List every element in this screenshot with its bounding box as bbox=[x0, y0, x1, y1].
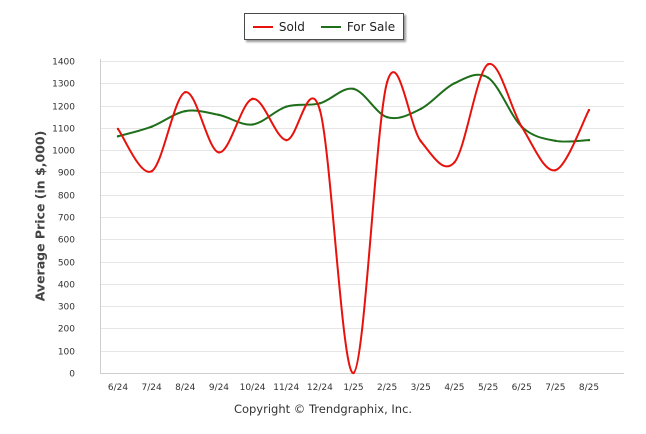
y-tick-label: 100 bbox=[58, 348, 75, 358]
y-tick-label: 400 bbox=[58, 281, 75, 291]
data-point-for-sale[interactable] bbox=[251, 123, 254, 126]
data-point-for-sale[interactable] bbox=[217, 113, 221, 117]
data-point-for-sale[interactable] bbox=[150, 125, 153, 128]
x-tick-label: 5/25 bbox=[478, 383, 498, 393]
data-point-sold[interactable] bbox=[217, 151, 221, 154]
data-point-sold[interactable] bbox=[285, 138, 288, 142]
data-point-sold[interactable] bbox=[251, 97, 254, 101]
data-point-for-sale[interactable] bbox=[419, 107, 422, 111]
gridlines bbox=[100, 61, 624, 374]
legend-item-sold[interactable]: Sold bbox=[252, 19, 305, 34]
y-tick-label: 800 bbox=[58, 192, 75, 202]
data-point-for-sale[interactable] bbox=[453, 82, 456, 85]
y-tick-label: 600 bbox=[58, 236, 75, 246]
x-tick-label: 6/25 bbox=[512, 383, 532, 393]
x-tick-label: 4/25 bbox=[444, 383, 464, 393]
x-tick-label: 6/24 bbox=[108, 383, 128, 393]
y-axis-label: Average Price (in $,000) bbox=[32, 130, 48, 302]
copyright-footer: Copyright © Trendgraphix, Inc. bbox=[233, 402, 413, 416]
data-point-sold[interactable] bbox=[184, 91, 187, 94]
data-point-sold[interactable] bbox=[150, 170, 153, 173]
y-tick-label: 1100 bbox=[52, 125, 75, 135]
y-tick-label: 1000 bbox=[52, 147, 75, 157]
x-tick-label: 10/24 bbox=[240, 383, 266, 393]
legend-swatch-sold bbox=[252, 25, 273, 28]
y-tick-label: 900 bbox=[58, 169, 75, 179]
axes bbox=[100, 59, 624, 374]
y-tick-label: 1200 bbox=[52, 103, 75, 113]
x-tick-label: 9/24 bbox=[209, 383, 229, 393]
data-point-sold[interactable] bbox=[318, 108, 322, 112]
data-point-for-sale[interactable] bbox=[352, 87, 355, 91]
y-tick-label: 700 bbox=[58, 214, 75, 224]
data-point-for-sale[interactable] bbox=[285, 105, 288, 108]
data-point-sold[interactable] bbox=[453, 161, 456, 164]
data-point-for-sale[interactable] bbox=[385, 115, 389, 119]
x-tick-label: 3/25 bbox=[411, 383, 431, 393]
legend: Sold For Sale bbox=[244, 13, 404, 40]
data-point-sold[interactable] bbox=[116, 127, 120, 131]
data-point-sold[interactable] bbox=[554, 169, 557, 172]
data-point-for-sale[interactable] bbox=[587, 138, 591, 142]
data-point-sold[interactable] bbox=[385, 80, 389, 84]
x-tick-label: 8/25 bbox=[579, 383, 599, 393]
x-tick-label: 7/24 bbox=[142, 383, 162, 393]
data-point-sold[interactable] bbox=[486, 63, 490, 66]
x-tick-label: 8/24 bbox=[175, 383, 195, 393]
y-tick-label: 1400 bbox=[52, 58, 75, 68]
y-tick-label: 300 bbox=[58, 303, 75, 313]
data-point-sold[interactable] bbox=[587, 108, 591, 112]
data-point-for-sale[interactable] bbox=[184, 109, 187, 113]
data-point-for-sale[interactable] bbox=[554, 139, 557, 142]
y-tick-label: 0 bbox=[69, 370, 75, 380]
data-point-sold[interactable] bbox=[352, 371, 355, 375]
series-lines bbox=[116, 63, 591, 375]
x-tick-label: 7/25 bbox=[545, 383, 565, 393]
y-tick-label: 1300 bbox=[52, 80, 75, 90]
x-tick-label: 11/24 bbox=[273, 383, 299, 393]
x-tick-label: 1/25 bbox=[343, 383, 363, 393]
data-point-sold[interactable] bbox=[419, 140, 422, 143]
y-tick-label: 200 bbox=[58, 325, 75, 335]
y-tick-label: 500 bbox=[58, 259, 75, 269]
legend-item-for-sale[interactable]: For Sale bbox=[320, 19, 396, 34]
series-line-for-sale bbox=[117, 73, 590, 143]
legend-label-sold: Sold bbox=[278, 19, 305, 34]
data-point-sold[interactable] bbox=[520, 125, 523, 128]
data-point-for-sale[interactable] bbox=[318, 102, 322, 105]
data-point-for-sale[interactable] bbox=[116, 135, 120, 138]
legend-swatch-for-sale bbox=[320, 25, 341, 28]
data-point-for-sale[interactable] bbox=[486, 76, 490, 79]
x-tick-label: 2/25 bbox=[377, 383, 397, 393]
legend-label-for-sale: For Sale bbox=[346, 19, 396, 34]
tick-labels: 0 100 200 300 400 500 600 700 800 900 1000 1100 1200… bbox=[52, 58, 599, 394]
x-tick-label: 12/24 bbox=[307, 383, 333, 393]
